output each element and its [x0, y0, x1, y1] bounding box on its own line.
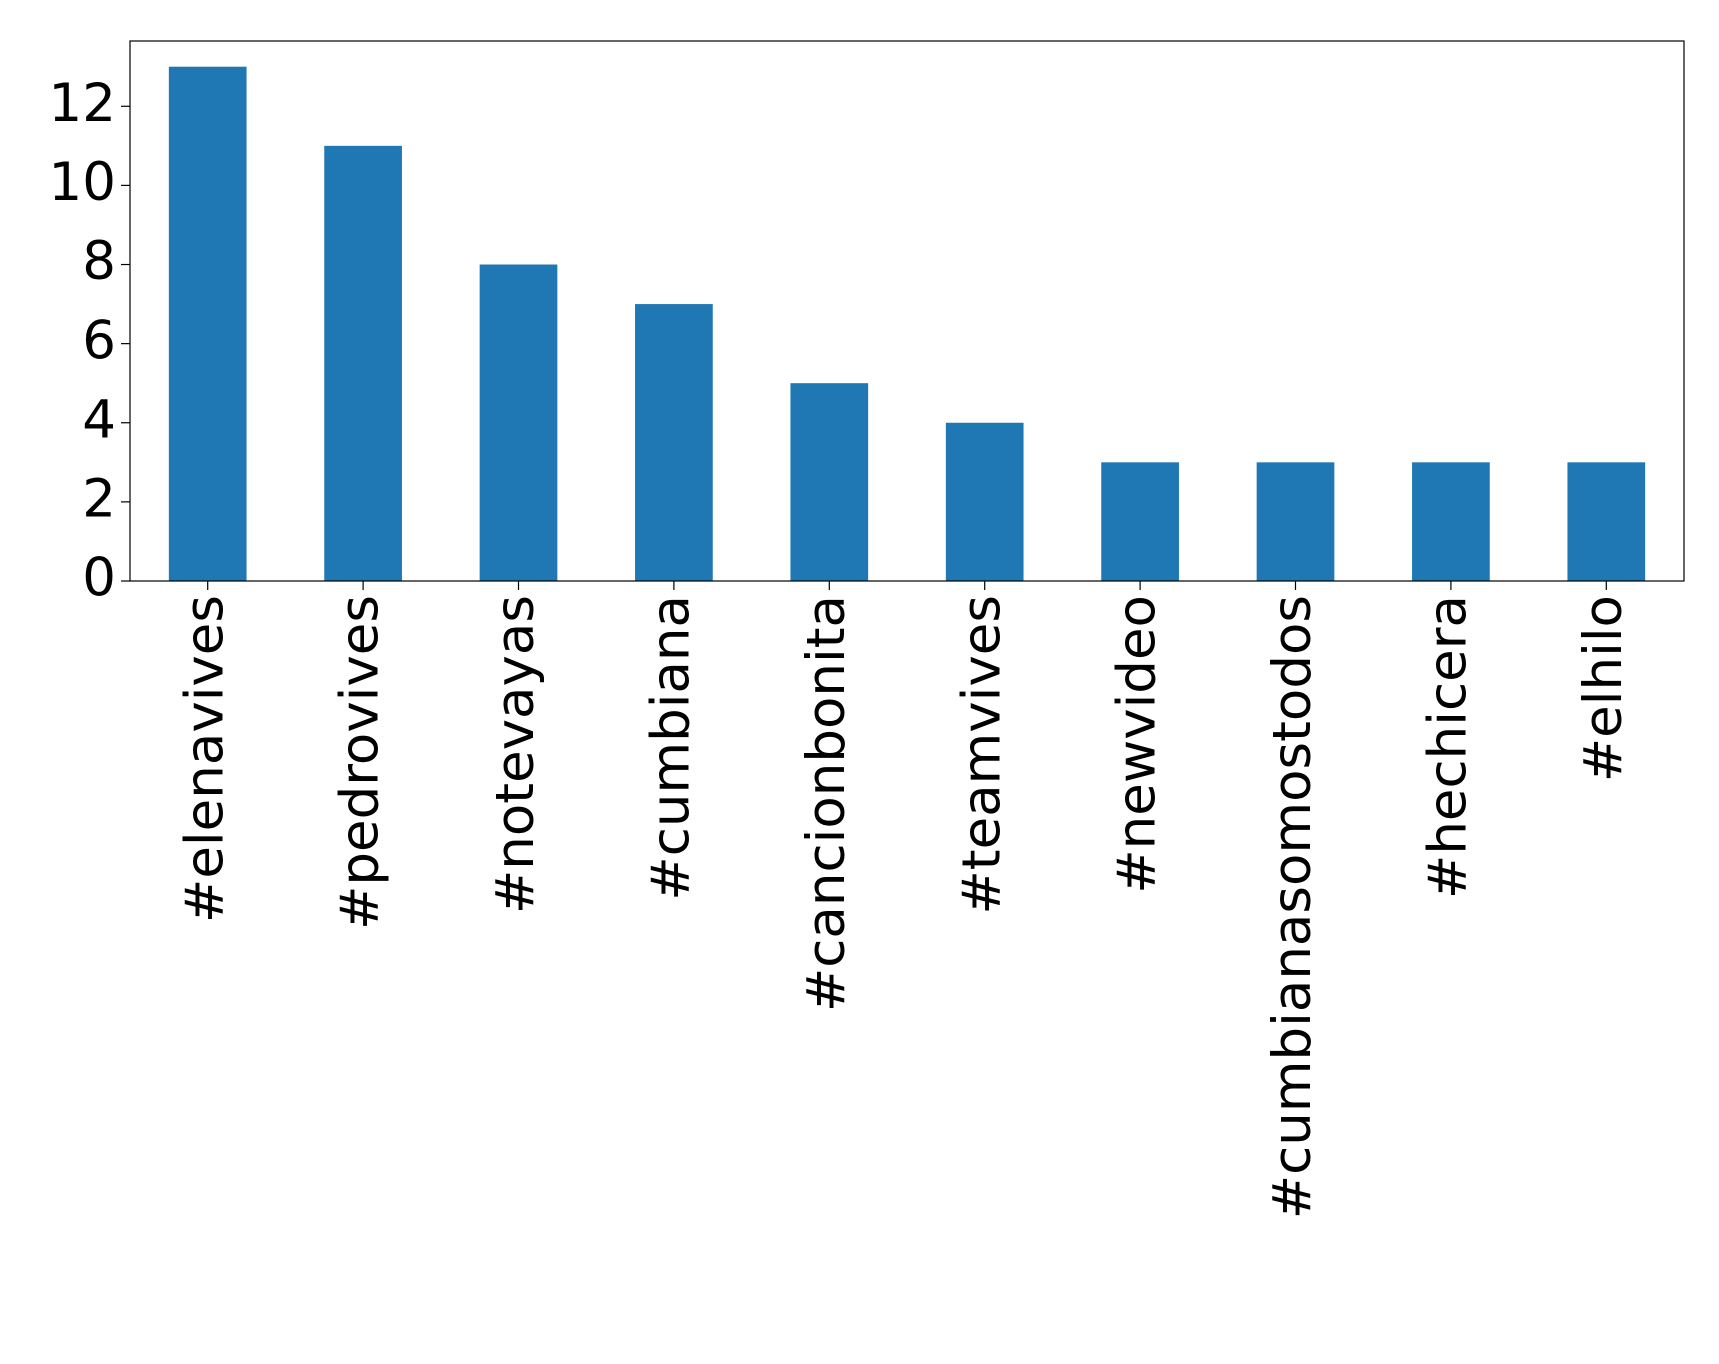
y-tick-label: 6	[82, 310, 116, 371]
x-tick-label: #elenavives	[174, 595, 235, 923]
bar	[1256, 462, 1335, 581]
y-tick-label: 0	[82, 548, 116, 609]
y-tick-label: 10	[49, 152, 116, 213]
x-tick-label: #hechicera	[1418, 595, 1479, 899]
y-tick-label: 12	[49, 73, 116, 134]
y-tick-label: 8	[82, 231, 116, 292]
bar	[1412, 462, 1490, 581]
bar	[1567, 462, 1646, 581]
x-tick-label: #pedrovives	[330, 595, 391, 930]
plot-frame	[129, 40, 1685, 582]
x-tick-label: #cancionbonita	[796, 595, 857, 1012]
x-tick-label: #cumbianasomostodos	[1262, 595, 1323, 1219]
x-tick-label: #notevayas	[485, 595, 546, 914]
x-tick-label: #teamvives	[951, 595, 1012, 915]
y-tick-label: 2	[82, 469, 116, 530]
bar	[635, 304, 713, 581]
bar	[945, 422, 1024, 581]
x-tick-label: #cumbiana	[641, 595, 702, 901]
x-tick-label: #newvideo	[1107, 595, 1168, 894]
bar	[479, 264, 558, 581]
bar	[324, 145, 402, 582]
bar	[1101, 462, 1179, 581]
bar	[168, 66, 247, 581]
x-tick-label: #elhilo	[1573, 595, 1634, 782]
y-tick-label: 4	[82, 389, 116, 450]
bar	[790, 383, 869, 581]
